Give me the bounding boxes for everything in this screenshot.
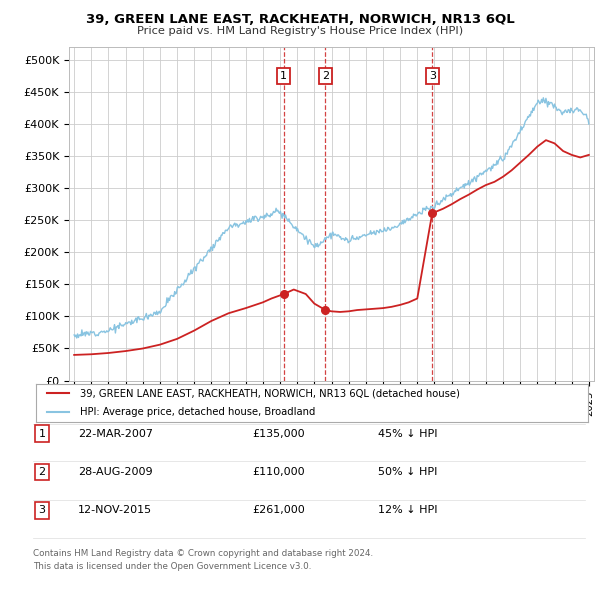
Text: 12-NOV-2015: 12-NOV-2015 — [78, 506, 152, 515]
Text: Contains HM Land Registry data © Crown copyright and database right 2024.: Contains HM Land Registry data © Crown c… — [33, 549, 373, 558]
Text: 45% ↓ HPI: 45% ↓ HPI — [378, 429, 437, 438]
Text: 28-AUG-2009: 28-AUG-2009 — [78, 467, 152, 477]
Text: 50% ↓ HPI: 50% ↓ HPI — [378, 467, 437, 477]
Text: Price paid vs. HM Land Registry's House Price Index (HPI): Price paid vs. HM Land Registry's House … — [137, 26, 463, 36]
Text: 3: 3 — [38, 506, 46, 515]
Text: 39, GREEN LANE EAST, RACKHEATH, NORWICH, NR13 6QL (detached house): 39, GREEN LANE EAST, RACKHEATH, NORWICH,… — [80, 388, 460, 398]
Text: 12% ↓ HPI: 12% ↓ HPI — [378, 506, 437, 515]
Text: 3: 3 — [429, 71, 436, 81]
Text: 22-MAR-2007: 22-MAR-2007 — [78, 429, 153, 438]
Text: 2: 2 — [38, 467, 46, 477]
Text: HPI: Average price, detached house, Broadland: HPI: Average price, detached house, Broa… — [80, 407, 316, 417]
Text: £261,000: £261,000 — [252, 506, 305, 515]
Text: 1: 1 — [280, 71, 287, 81]
Text: £110,000: £110,000 — [252, 467, 305, 477]
Text: This data is licensed under the Open Government Licence v3.0.: This data is licensed under the Open Gov… — [33, 562, 311, 571]
Text: 2: 2 — [322, 71, 329, 81]
Text: 39, GREEN LANE EAST, RACKHEATH, NORWICH, NR13 6QL: 39, GREEN LANE EAST, RACKHEATH, NORWICH,… — [86, 13, 514, 26]
Text: £135,000: £135,000 — [252, 429, 305, 438]
Text: 1: 1 — [38, 429, 46, 438]
